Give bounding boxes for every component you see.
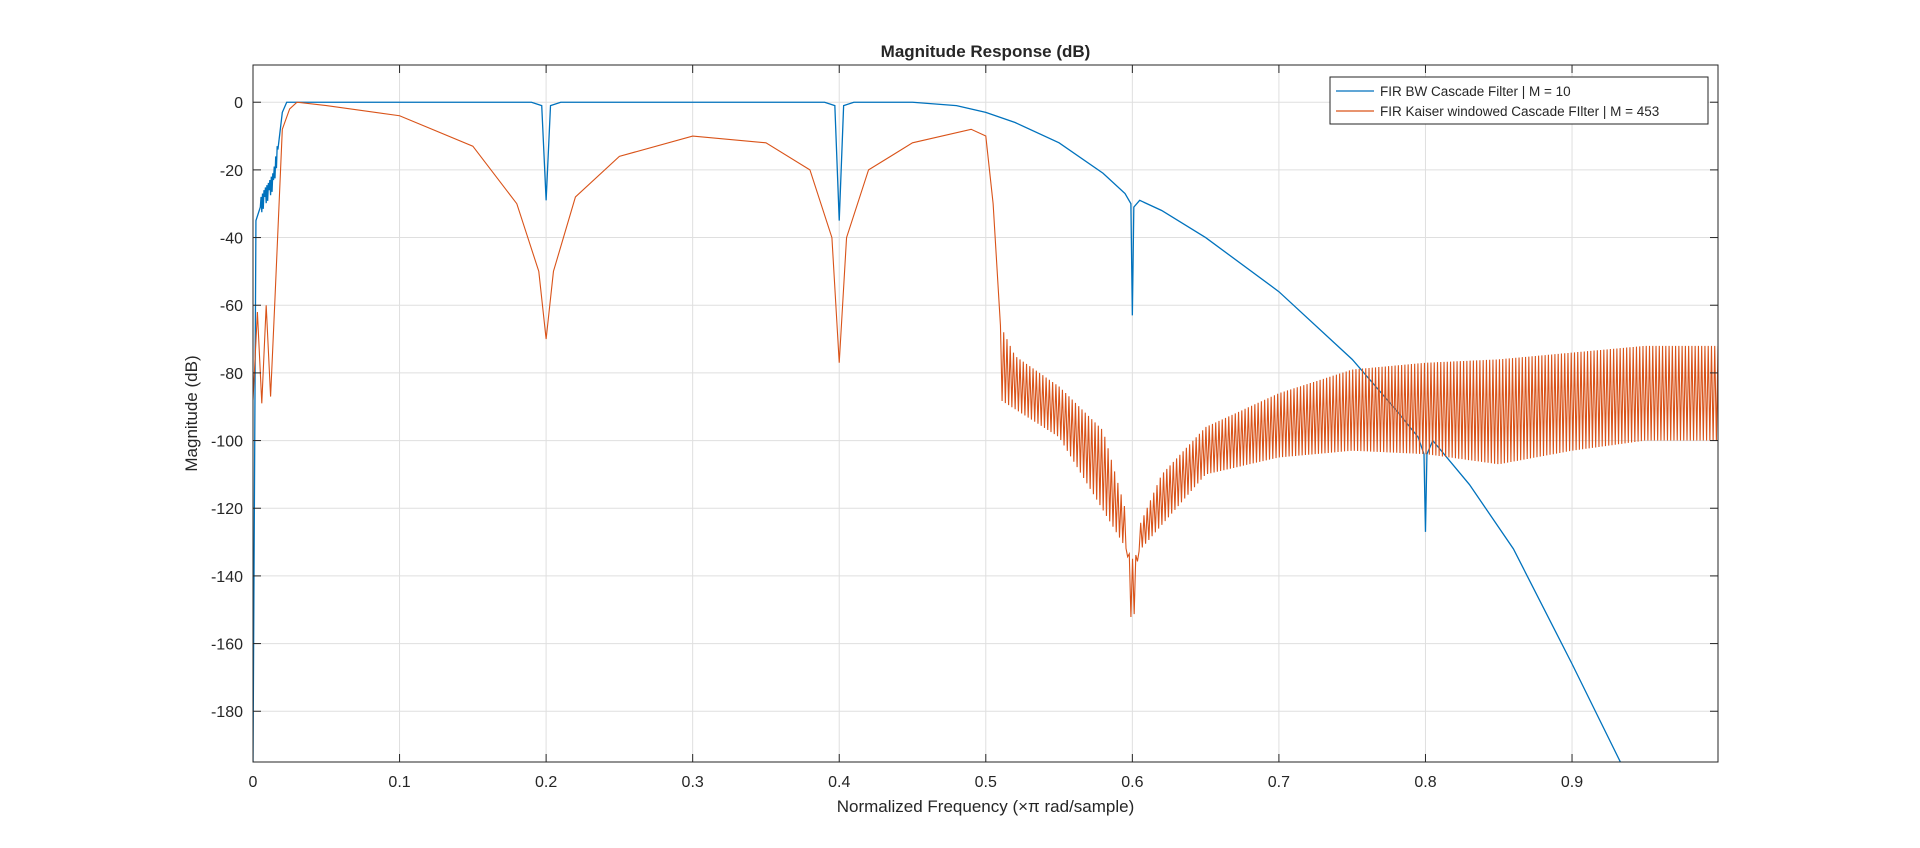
x-tick-label: 0.9 [1561,774,1583,791]
legend[interactable]: FIR BW Cascade Filter | M = 10 FIR Kaiser… [1329,76,1709,125]
x-tick-label: 0.8 [1414,774,1436,791]
x-tick-label: 0.6 [1121,774,1143,791]
x-tick-label: 0.3 [682,774,704,791]
x-tick-label: 0.7 [1268,774,1290,791]
x-tick-label: 0.4 [828,774,850,791]
y-axis-label: Magnitude (dB) [182,355,201,471]
legend-entry-label: FIR Kaiser windowed Cascade FIlter | M =… [1380,104,1659,119]
y-tick-label: -120 [211,501,243,518]
x-tick-label: 0 [249,774,258,791]
series-line-fir-bw-cascade [253,101,1621,762]
x-tick-label: 0.1 [388,774,410,791]
x-axis-ticks: 0 0.1 0.2 0.3 0.4 0.5 0.6 0.7 0.8 0.9 [249,65,1583,791]
x-tick-label: 0.2 [535,774,557,791]
y-tick-label: 0 [234,95,243,112]
y-tick-label: -160 [211,637,243,654]
series-layer [253,101,1718,762]
y-tick-label: -40 [220,231,243,248]
y-tick-label: -180 [211,704,243,721]
y-tick-label: -80 [220,366,243,383]
y-tick-label: -140 [211,569,243,586]
y-tick-label: -100 [211,434,243,451]
x-tick-label: 0.5 [975,774,997,791]
legend-box [1329,76,1709,125]
series-line-fir-kaiser-cascade [253,101,1718,618]
chart-title: Magnitude Response (dB) [881,42,1091,61]
legend-entry-label: FIR BW Cascade Filter | M = 10 [1380,84,1571,99]
y-axis-ticks: 0 -20 -40 -60 -80 -100 -120 -140 -160 -180 [211,95,1718,721]
y-tick-label: -20 [220,163,243,180]
x-axis-label: Normalized Frequency (×π rad/sample) [837,797,1135,816]
y-tick-label: -60 [220,298,243,315]
